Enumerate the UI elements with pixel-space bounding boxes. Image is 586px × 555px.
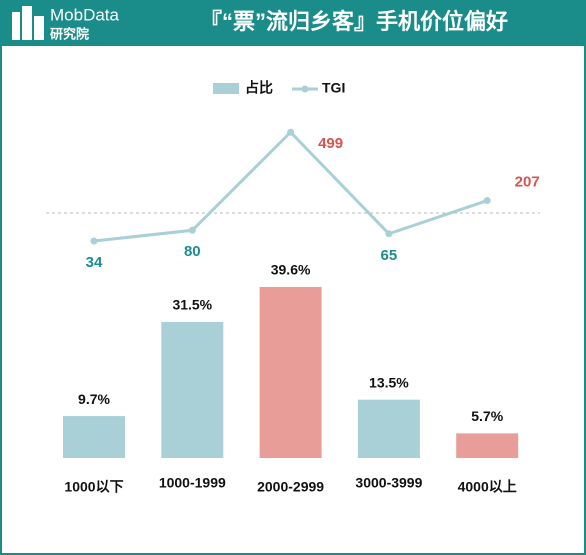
tgi-point: [90, 237, 98, 245]
legend-label: TGI: [322, 80, 345, 96]
tgi-label: 499: [318, 135, 343, 152]
value-label: 13.5%: [369, 374, 409, 390]
tgi-label: 80: [184, 243, 201, 260]
tgi-point: [287, 128, 295, 136]
bar: [63, 416, 125, 458]
tgi-point: [188, 226, 196, 234]
tgi-label: 34: [86, 254, 103, 271]
tgi-point: [385, 230, 393, 238]
x-tick-label: 4000以上: [458, 479, 517, 495]
value-label: 39.6%: [271, 262, 311, 278]
logo-icon: [12, 6, 44, 40]
header-bar: [0, 0, 586, 46]
x-tick-label: 1000-1999: [159, 475, 226, 491]
legend-label: 占比: [245, 80, 273, 96]
chart-title: 『“票”流归乡客』手机价位偏好: [200, 9, 508, 34]
tgi-point: [483, 197, 491, 205]
legend-swatch: [213, 83, 239, 94]
tgi-label: 207: [515, 174, 540, 191]
bar: [161, 321, 224, 458]
legend-swatch: [301, 85, 309, 93]
x-tick-label: 2000-2999: [257, 479, 324, 495]
x-tick-label: 1000以下: [64, 479, 123, 495]
value-label: 31.5%: [172, 297, 212, 313]
bar: [357, 399, 420, 458]
value-label: 9.7%: [78, 391, 110, 407]
bar: [259, 286, 322, 458]
brand: MobData: [50, 5, 120, 24]
value-label: 5.7%: [471, 408, 503, 424]
x-tick-label: 3000-3999: [355, 475, 422, 491]
bar: [456, 433, 519, 458]
tgi-label: 65: [381, 247, 398, 264]
brand-sub: 研究院: [50, 26, 89, 41]
